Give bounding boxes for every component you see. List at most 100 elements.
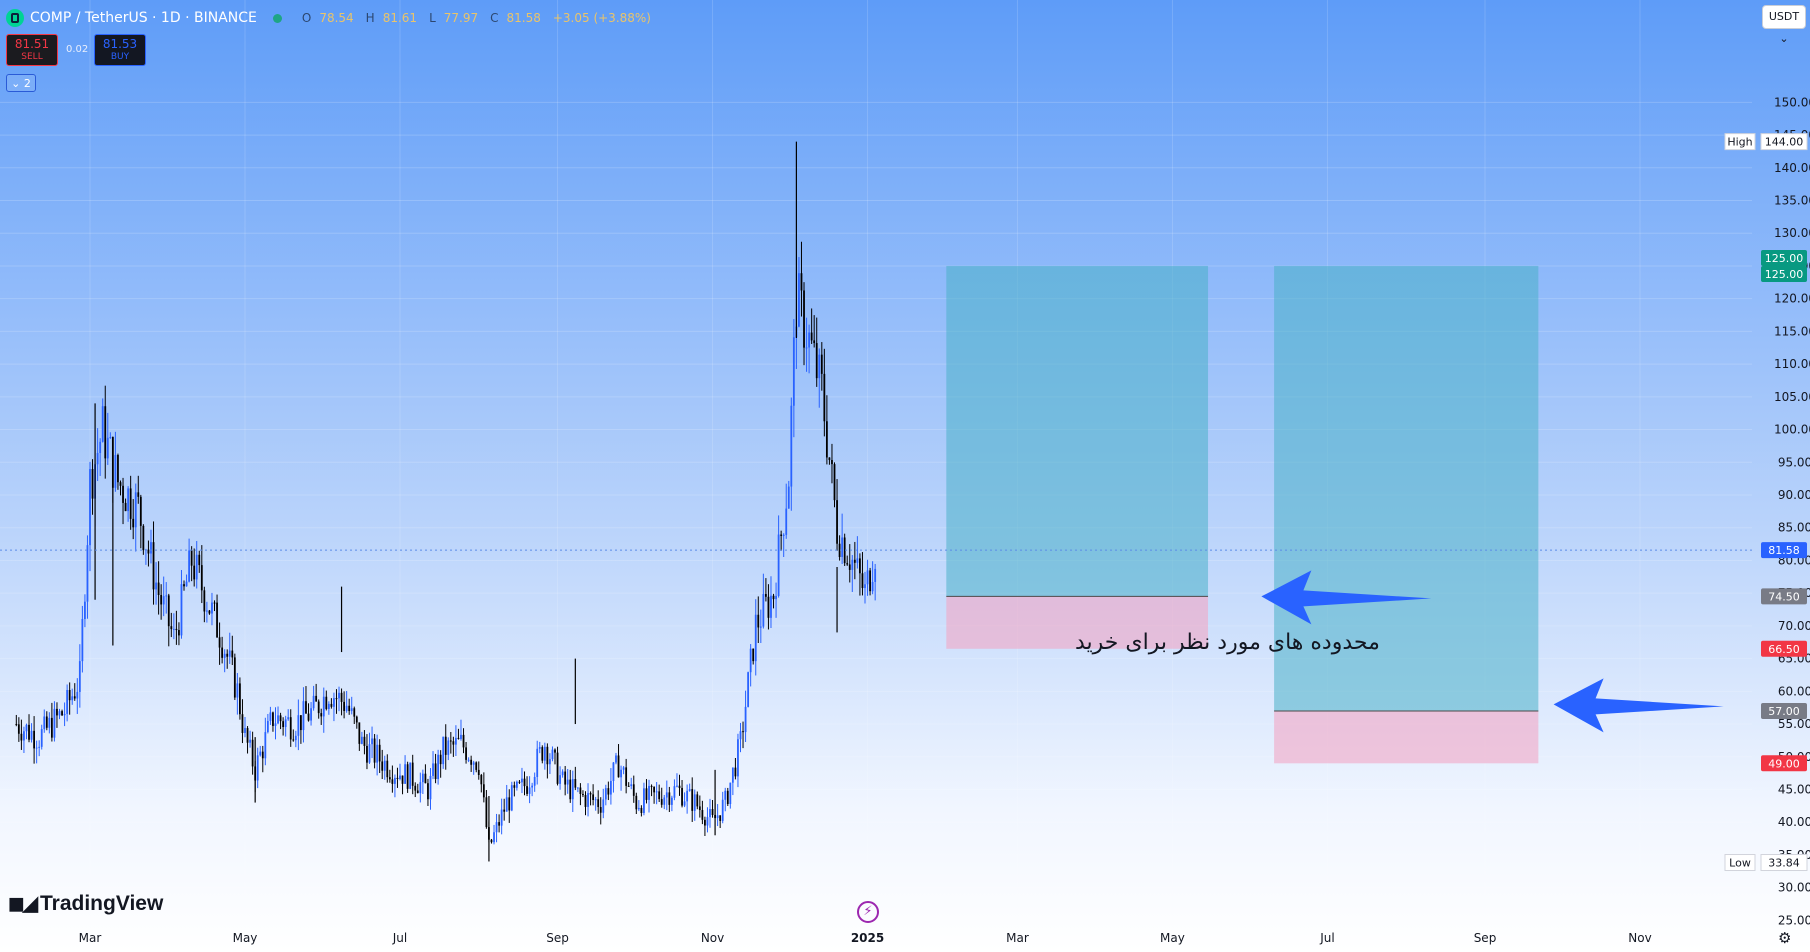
y-tick-label: 135.00 — [1774, 194, 1810, 208]
candle-body — [406, 764, 409, 789]
candle-body — [533, 776, 536, 786]
candle-body — [216, 602, 218, 638]
candle-body — [665, 792, 668, 798]
candle-body — [813, 340, 816, 344]
high-value: 81.61 — [382, 11, 418, 25]
candle-body — [815, 343, 818, 379]
candles — [15, 141, 877, 862]
annotation-text[interactable]: محدوده های مورد نظر برای خرید — [1075, 630, 1380, 655]
candle-body — [843, 537, 846, 564]
buy-button[interactable]: 81.53 BUY — [94, 34, 146, 66]
price-tag-label: 125.00 — [1765, 252, 1804, 265]
candle-body — [40, 729, 43, 747]
candle-body — [81, 619, 84, 662]
y-tick-label: 60.00 — [1778, 684, 1810, 698]
candle-body — [640, 807, 643, 814]
candle-body — [495, 822, 498, 833]
y-tick-label: 140.00 — [1774, 161, 1810, 175]
y-tick-label: 30.00 — [1778, 881, 1810, 895]
candle-body — [434, 763, 437, 780]
candle-body — [340, 692, 343, 702]
candle-body — [490, 839, 493, 843]
candle-body — [861, 573, 864, 589]
gear-icon[interactable]: ⚙ — [1778, 929, 1792, 947]
candle-body — [866, 570, 869, 585]
candle-body — [282, 721, 285, 728]
candle-body — [155, 582, 157, 590]
candle-body — [266, 720, 269, 733]
candle-body — [424, 773, 427, 784]
time-axis[interactable]: Mar May Jul Sep Nov 2025 Mar May Jul Sep Nov — [79, 931, 1652, 945]
candle-body — [622, 767, 625, 770]
x-tick-label: Sep — [1474, 931, 1497, 945]
arrow-shape — [1261, 570, 1432, 625]
price-tag-label: 49.00 — [1768, 757, 1800, 770]
candle-body — [386, 760, 389, 778]
candle-body — [190, 550, 193, 566]
open-label: O — [301, 11, 312, 25]
candle-body — [747, 672, 750, 707]
candle-body — [89, 469, 91, 546]
candle-body — [467, 759, 470, 761]
candle-body — [117, 455, 119, 483]
bolt-icon[interactable]: ⚡ — [857, 901, 879, 923]
candle-body — [551, 749, 554, 760]
price-tags: 125.00 125.00 81.58 74.50 66.50 57.00 49.00 Hig… — [1724, 133, 1808, 872]
candle-body — [696, 794, 699, 807]
candle-body — [576, 787, 579, 789]
candle-body — [744, 706, 747, 733]
price-tag-label: 74.50 — [1768, 590, 1800, 603]
candle-body — [343, 701, 345, 711]
candle-body — [167, 595, 170, 627]
candle-body — [655, 791, 658, 793]
tradingview-logo[interactable]: ◼◢ TradingView — [8, 891, 163, 916]
candle-body — [587, 793, 589, 807]
candle-body — [698, 806, 701, 811]
price-axis[interactable]: 150.00145.00140.00135.00130.00125.00120.… — [1774, 95, 1810, 927]
sell-price: 81.51 — [14, 37, 50, 51]
candle-body — [670, 797, 673, 805]
candle-body — [688, 789, 691, 791]
candle-body — [348, 705, 351, 712]
candle-body — [564, 771, 567, 785]
candle-body — [480, 775, 483, 785]
low-label: L — [429, 11, 436, 25]
price-tag-label: 125.00 — [1765, 268, 1804, 281]
candle-body — [673, 786, 676, 798]
candle-body — [66, 689, 69, 714]
candle-body — [625, 767, 628, 786]
candle-body — [429, 775, 432, 800]
candle-body — [668, 792, 671, 805]
x-tick-label: Nov — [1628, 931, 1651, 945]
candle-body — [658, 791, 661, 800]
candle-body — [627, 785, 630, 787]
currency-select[interactable]: USDT ⌄ — [1762, 5, 1806, 45]
arrow-drawings[interactable] — [1261, 570, 1724, 733]
candle-body — [160, 594, 163, 605]
candle-body — [767, 596, 770, 618]
candle-body — [259, 751, 262, 756]
candle-body — [221, 647, 224, 658]
price-tag-bg — [1761, 640, 1807, 657]
symbol-title[interactable]: COMP / TetherUS · 1D · BINANCE — [30, 10, 257, 26]
candle-body — [853, 559, 856, 563]
sell-button[interactable]: 81.51 SELL — [6, 34, 58, 66]
candle-body — [726, 790, 729, 804]
candle-body — [635, 795, 638, 810]
high-marker-label: High — [1727, 136, 1752, 149]
candle-body — [322, 696, 325, 717]
indicators-toggle-button[interactable]: ⌄ 2 — [6, 74, 36, 92]
y-tick-label: 110.00 — [1774, 357, 1810, 371]
candle-body — [76, 691, 79, 699]
candle-body — [823, 373, 826, 422]
candle-body — [848, 564, 851, 570]
high-marker-value-bg — [1760, 133, 1808, 151]
y-tick-label: 45.00 — [1778, 782, 1810, 796]
position-tools[interactable] — [946, 265, 1539, 764]
candle-body — [302, 701, 305, 731]
price-tag-bg — [1761, 249, 1807, 266]
candle-body — [284, 719, 287, 728]
candle-body — [594, 799, 597, 801]
